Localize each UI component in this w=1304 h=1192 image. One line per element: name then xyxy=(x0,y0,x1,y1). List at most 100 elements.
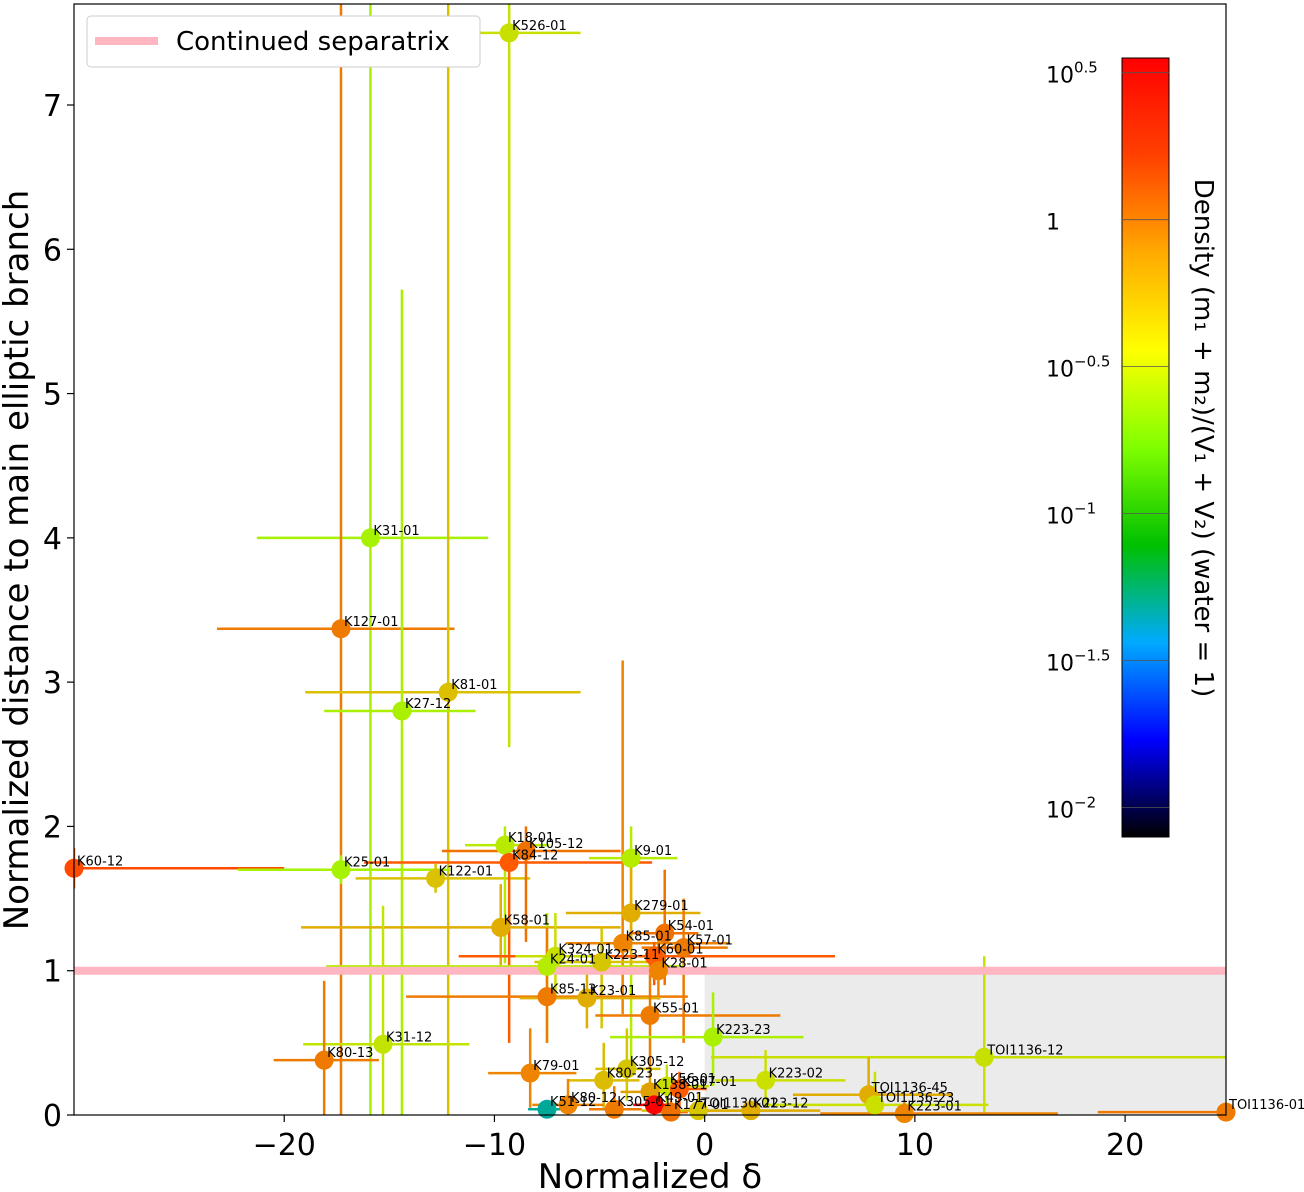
point-label: K177-01 xyxy=(674,1098,729,1113)
point-label: K80-12 xyxy=(571,1091,617,1106)
point-label: K85-01 xyxy=(626,929,672,944)
point-label: K60-01 xyxy=(657,942,703,957)
data-point xyxy=(558,1095,578,1115)
data-point xyxy=(644,946,664,966)
x-tick-label: −20 xyxy=(253,1128,316,1163)
data-point xyxy=(655,923,675,943)
data-point xyxy=(756,1070,776,1090)
point-label: K23-01 xyxy=(590,984,636,999)
data-point xyxy=(894,1104,914,1124)
data-point xyxy=(537,987,557,1007)
data-point xyxy=(373,1034,393,1054)
point-label: K80-23 xyxy=(607,1066,653,1081)
y-tick-label: 3 xyxy=(43,666,62,701)
point-label: K105-12 xyxy=(529,837,584,852)
data-point xyxy=(438,682,458,702)
point-label: K31-01 xyxy=(373,524,419,539)
point-label: K60-12 xyxy=(77,854,123,869)
data-point xyxy=(640,1005,660,1025)
data-point xyxy=(577,988,597,1008)
data-point xyxy=(360,528,380,548)
point-label: TOI1136-01 xyxy=(1228,1098,1304,1113)
point-label: K31-12 xyxy=(386,1030,432,1045)
point-label: K223-11 xyxy=(605,948,660,963)
colorbar-tick-label: 10−2 xyxy=(1046,794,1096,824)
legend: Continued separatrix xyxy=(86,15,481,68)
y-tick-label: 1 xyxy=(43,955,62,990)
data-point xyxy=(516,841,536,861)
data-point xyxy=(621,903,641,923)
point-label: K305-12 xyxy=(630,1055,685,1070)
point-label: K307-01 xyxy=(682,1075,737,1090)
point-label: K27-12 xyxy=(405,697,451,712)
data-point xyxy=(617,1059,637,1079)
x-tick-label: −10 xyxy=(463,1128,526,1163)
data-point xyxy=(621,848,641,868)
shaded-region xyxy=(704,970,1226,1115)
data-point xyxy=(644,1095,664,1115)
data-point xyxy=(592,952,612,972)
point-label: K223-01 xyxy=(907,1100,962,1115)
x-tick-label: 20 xyxy=(1106,1128,1144,1163)
point-label: K84-12 xyxy=(512,849,558,864)
data-point xyxy=(331,860,351,880)
point-label: K324-01 xyxy=(558,942,613,957)
point-label: TOI1136-23 xyxy=(877,1091,954,1106)
colorbar-bar xyxy=(1121,57,1170,838)
point-label: K223-12 xyxy=(754,1097,809,1112)
data-point xyxy=(974,1047,994,1067)
point-label: TOI1136-45 xyxy=(871,1081,948,1096)
data-point xyxy=(594,1070,614,1090)
colorbar-tick-label: 10−0.5 xyxy=(1046,353,1110,383)
data-point xyxy=(669,1079,689,1099)
data-point xyxy=(604,1099,624,1119)
colorbar-label: Density (m₁ + m₂)/(V₁ + V₂) (water = 1) xyxy=(1188,179,1218,697)
y-tick-label: 5 xyxy=(43,378,62,413)
x-tick-label: 10 xyxy=(896,1128,934,1163)
data-point xyxy=(495,835,515,855)
colorbar-tick-label: 10−1.5 xyxy=(1046,647,1110,677)
legend-box xyxy=(86,15,481,68)
y-tick-label: 2 xyxy=(43,810,62,845)
point-label: K28-01 xyxy=(661,957,707,972)
point-label: TOI1136-12 xyxy=(986,1043,1063,1058)
data-point xyxy=(537,956,557,976)
point-label: K526-01 xyxy=(512,19,567,34)
point-label: K223-02 xyxy=(769,1066,824,1081)
data-point xyxy=(426,868,446,888)
data-point xyxy=(499,853,519,872)
data-point xyxy=(674,938,694,958)
point-label: K138-01 xyxy=(653,1078,708,1093)
data-point xyxy=(314,1050,334,1070)
point-label: TOI1130-01 xyxy=(700,1097,777,1112)
data-point xyxy=(331,619,351,639)
point-label: K85-13 xyxy=(550,983,596,998)
point-label: K305-01 xyxy=(617,1095,672,1110)
legend-label: Continued separatrix xyxy=(176,27,450,57)
data-point xyxy=(491,917,511,937)
point-label: K81-01 xyxy=(451,678,497,693)
point-label: K51-12 xyxy=(550,1095,596,1110)
point-label: K54-01 xyxy=(668,919,714,934)
x-axis-label: Normalized δ xyxy=(538,1157,762,1192)
data-point xyxy=(520,1063,540,1083)
point-label: K80-13 xyxy=(327,1046,373,1061)
y-axis-label: Normalized distance to main elliptic bra… xyxy=(0,190,37,931)
data-point xyxy=(499,23,519,43)
colorbar: 100.5 1 10−0.5 10−1 10−1.5 10−2 Density (m₁ +… xyxy=(1046,57,1218,838)
data-point xyxy=(392,701,412,721)
point-label: K25-01 xyxy=(344,856,390,871)
point-label: K9-01 xyxy=(634,844,672,859)
point-label: K279-01 xyxy=(634,899,689,914)
y-tick-label: 4 xyxy=(43,522,62,557)
data-point xyxy=(648,961,668,981)
point-label: K57-01 xyxy=(687,934,733,949)
data-point xyxy=(537,1099,557,1119)
y-tick-label: 0 xyxy=(43,1099,62,1134)
point-label: K122-01 xyxy=(439,864,494,879)
point-label: K49-01 xyxy=(657,1091,703,1106)
plot-frame xyxy=(73,3,1227,1116)
colorbar-tick-label: 1 xyxy=(1046,211,1060,236)
colorbar-tick-label: 10−1 xyxy=(1046,500,1096,530)
